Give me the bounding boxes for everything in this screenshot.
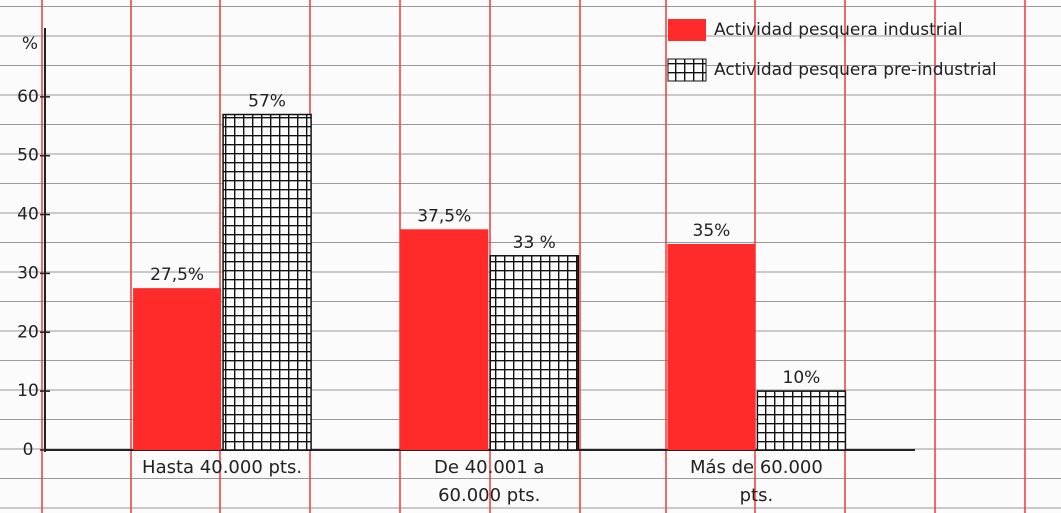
bar (489, 255, 579, 451)
y-tick-label: 0 (23, 440, 34, 460)
bar (400, 229, 489, 450)
y-tick-label: 50 (17, 146, 39, 166)
data-label: 10% (783, 368, 821, 388)
bar (222, 113, 312, 451)
legend-label: Actividad pesquera industrial (714, 20, 963, 40)
x-tick-label: Más de 60.000 pts. (689, 457, 823, 506)
x-tick-label: De 40.001 a 60.000 pts. (434, 457, 545, 506)
y-tick-label: 10 (17, 381, 39, 401)
data-label: 37,5% (417, 206, 471, 226)
bar (756, 390, 847, 451)
data-label: 33 % (513, 233, 556, 253)
data-label: 35% (693, 221, 731, 241)
bar (133, 288, 222, 450)
data-label: 27,5% (150, 265, 204, 285)
legend-label: Actividad pesquera pre-industrial (714, 60, 997, 80)
y-tick-label: 40 (17, 205, 39, 225)
legend-swatch (667, 58, 707, 82)
bar (667, 244, 756, 450)
y-tick-label: 20 (17, 322, 39, 342)
y-tick-label: 30 (17, 263, 39, 283)
x-tick-label: Hasta 40.000 pts. (142, 457, 303, 478)
y-axis-label: % (22, 34, 38, 54)
legend-swatch (668, 19, 706, 41)
data-label: 57% (248, 92, 286, 112)
y-tick-label: 60 (17, 87, 39, 107)
